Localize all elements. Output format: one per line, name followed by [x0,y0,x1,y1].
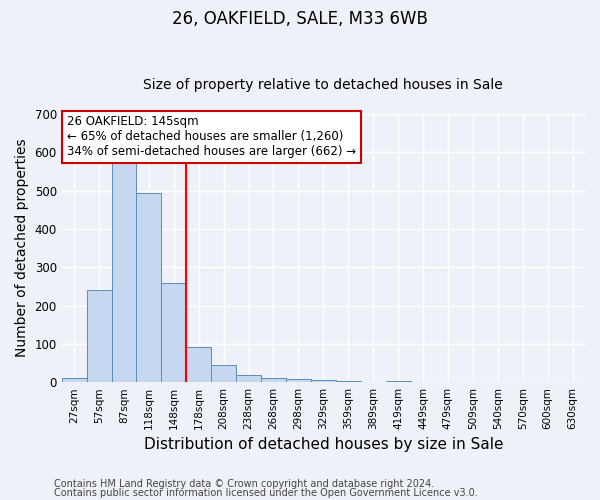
Bar [261,378,286,382]
Bar [62,378,86,382]
Bar [286,380,311,382]
Y-axis label: Number of detached properties: Number of detached properties [15,139,29,358]
Bar [186,346,211,382]
Text: 26 OAKFIELD: 145sqm
← 65% of detached houses are smaller (1,260)
34% of semi-det: 26 OAKFIELD: 145sqm ← 65% of detached ho… [67,116,356,158]
Bar [86,290,112,382]
Text: Contains public sector information licensed under the Open Government Licence v3: Contains public sector information licen… [54,488,478,498]
Title: Size of property relative to detached houses in Sale: Size of property relative to detached ho… [143,78,503,92]
Bar [136,192,161,382]
Bar [161,282,186,382]
Bar [386,381,410,382]
X-axis label: Distribution of detached houses by size in Sale: Distribution of detached houses by size … [143,438,503,452]
Bar [236,374,261,382]
Bar [211,365,236,382]
Bar [112,162,136,382]
Text: Contains HM Land Registry data © Crown copyright and database right 2024.: Contains HM Land Registry data © Crown c… [54,479,434,489]
Text: 26, OAKFIELD, SALE, M33 6WB: 26, OAKFIELD, SALE, M33 6WB [172,10,428,28]
Bar [311,380,336,382]
